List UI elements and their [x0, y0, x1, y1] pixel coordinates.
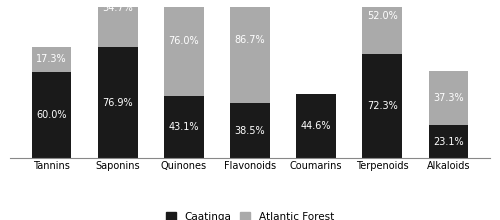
Text: 38.5%: 38.5%	[234, 126, 266, 136]
Text: 44.6%: 44.6%	[301, 121, 332, 131]
Text: 37.3%: 37.3%	[433, 93, 464, 103]
Text: 76.0%: 76.0%	[168, 36, 199, 46]
Text: 43.1%: 43.1%	[168, 122, 199, 132]
Text: 23.1%: 23.1%	[433, 137, 464, 147]
Bar	[296, 94, 336, 158]
Bar	[98, 47, 138, 158]
Text: 54.7%: 54.7%	[102, 3, 133, 13]
Bar	[164, 0, 203, 96]
Bar	[428, 71, 468, 125]
Bar	[32, 72, 72, 158]
Bar	[230, 0, 270, 103]
Legend: Caatinga, Atlantic Forest: Caatinga, Atlantic Forest	[162, 208, 338, 220]
Text: 17.3%: 17.3%	[36, 54, 67, 64]
Text: 86.7%: 86.7%	[234, 35, 266, 45]
Bar	[164, 96, 203, 158]
Bar	[230, 103, 270, 158]
Text: 72.3%: 72.3%	[367, 101, 398, 111]
Bar	[428, 125, 468, 158]
Bar	[32, 47, 72, 72]
Bar	[362, 54, 402, 158]
Text: 52.0%: 52.0%	[367, 11, 398, 21]
Text: 76.9%: 76.9%	[102, 98, 133, 108]
Bar	[362, 0, 402, 54]
Bar	[98, 0, 138, 47]
Text: 60.0%: 60.0%	[36, 110, 67, 120]
